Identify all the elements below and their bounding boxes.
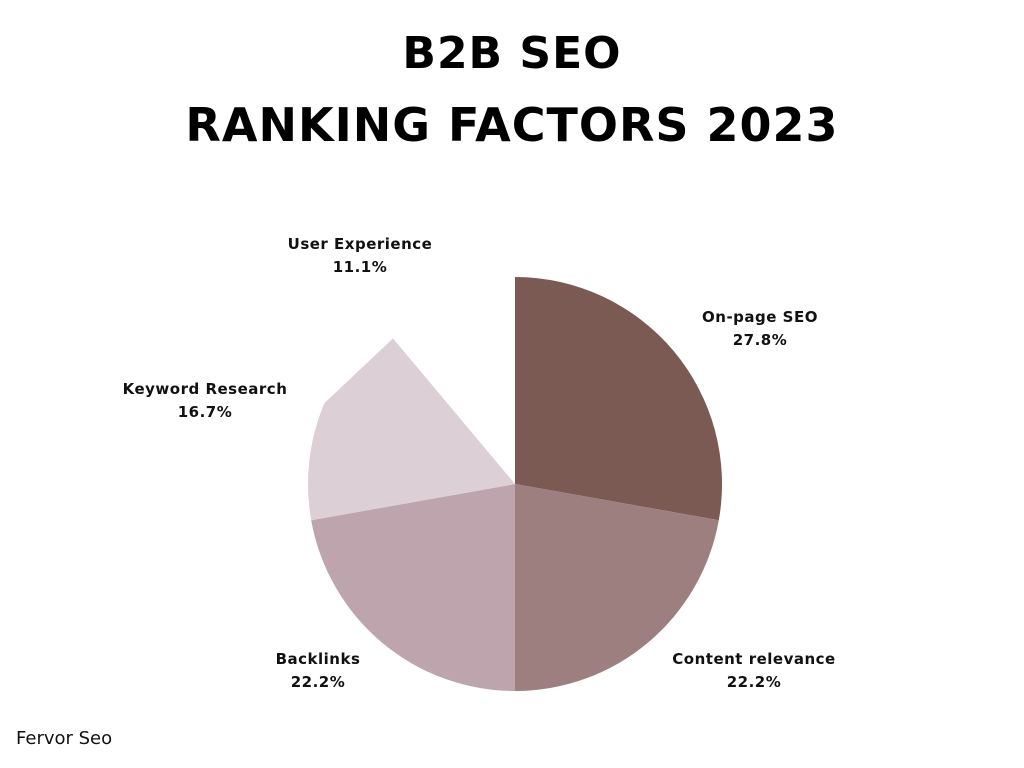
chart-title-line-2: RANKING FACTORS 2023: [185, 98, 839, 152]
slice-label-value: 27.8%: [733, 331, 788, 349]
slice-label-name: User Experience: [288, 235, 433, 253]
pie-slice-on-page-seo: [515, 277, 722, 521]
slice-label-value: 11.1%: [333, 258, 388, 276]
slice-label-name: Backlinks: [276, 650, 361, 668]
pie-labels: On-page SEO 27.8% Content relevance 22.2% Ba…: [123, 235, 836, 691]
pie-slice-keyword-research: [308, 338, 515, 521]
slice-label-name: Content relevance: [672, 650, 835, 668]
slice-label-name: Keyword Research: [123, 380, 288, 398]
slice-label-value: 22.2%: [291, 673, 346, 691]
pie-slice-backlinks: [311, 484, 515, 691]
slice-label-value: 16.7%: [178, 403, 233, 421]
pie-slices: [308, 277, 722, 691]
pie-slice-content-relevance: [515, 484, 719, 691]
chart-title-line-1: B2B SEO: [402, 28, 622, 79]
footer-brand: Fervor Seo: [16, 728, 113, 749]
slice-label-name: On-page SEO: [702, 308, 818, 326]
slice-label-value: 22.2%: [727, 673, 782, 691]
